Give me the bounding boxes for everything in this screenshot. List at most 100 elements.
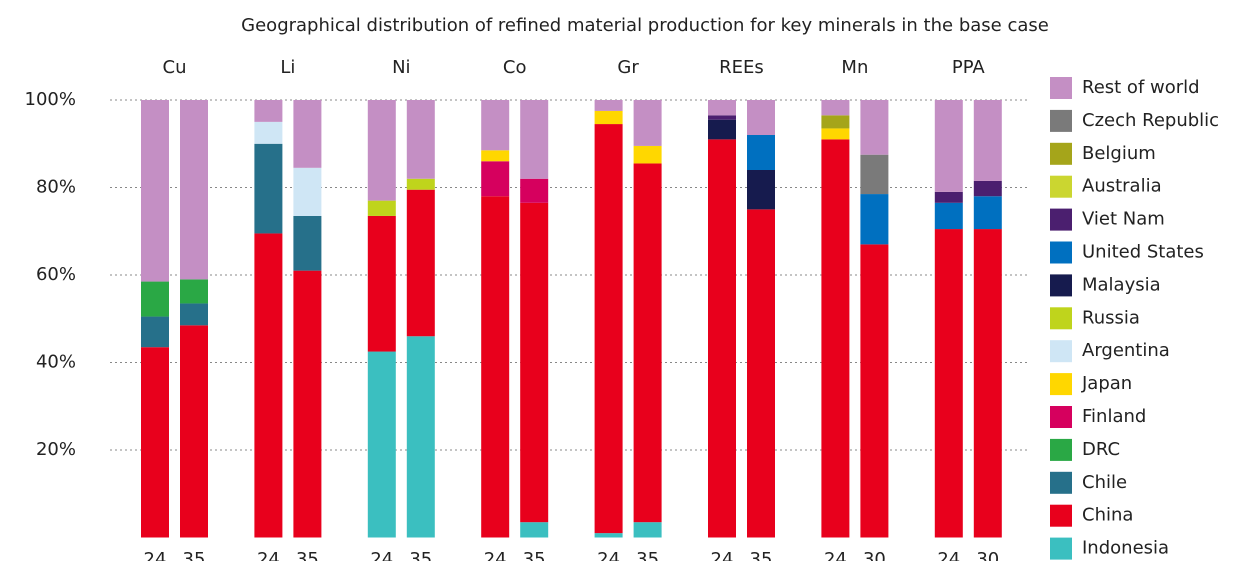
bar-segment: [821, 139, 850, 538]
x-tick-label: 24: [711, 549, 734, 561]
bar-segment: [180, 303, 208, 326]
group-label: Ni: [392, 57, 410, 78]
bar-segment: [367, 100, 396, 201]
bar-segment: [180, 100, 208, 280]
bar-segment: [934, 229, 963, 538]
x-tick-label: 24: [824, 549, 847, 561]
x-tick-label: 24: [597, 549, 620, 561]
bar-segment: [520, 178, 549, 203]
bar-segment: [633, 100, 662, 146]
bar-segment: [141, 100, 169, 282]
chart-title: Geographical distribution of refined mat…: [241, 15, 1049, 36]
legend-label: Chile: [1082, 472, 1127, 493]
bar-segment: [860, 100, 889, 155]
x-tick-label: 35: [750, 549, 773, 561]
bar-segment: [633, 145, 662, 164]
legend-swatch: [1050, 537, 1072, 560]
x-tick-label: 24: [370, 549, 393, 561]
bar-segment: [633, 522, 662, 538]
bar-segment: [633, 163, 662, 523]
x-tick-label: 35: [183, 549, 206, 561]
bar-segment: [481, 150, 510, 162]
bar-segment: [406, 189, 435, 337]
x-tick-label: 35: [523, 549, 546, 561]
legend-label: Rest of world: [1082, 77, 1200, 98]
bar-segment: [708, 115, 736, 120]
x-tick-label: 24: [144, 549, 167, 561]
bar-segment: [293, 167, 322, 216]
bar-segment: [821, 100, 850, 116]
bar-segment: [481, 161, 510, 197]
bar-segment: [973, 100, 1002, 181]
x-tick-label: 24: [484, 549, 507, 561]
bar-segment: [293, 270, 322, 538]
legend-label: Belgium: [1082, 143, 1156, 164]
bar-segment: [747, 170, 775, 210]
x-tick-label: 30: [863, 549, 886, 561]
bar-segment: [481, 196, 510, 538]
bar-segment: [367, 351, 396, 538]
legend-swatch: [1050, 373, 1072, 396]
bar-segment: [254, 143, 283, 234]
legend-swatch: [1050, 274, 1072, 297]
bar-segment: [180, 325, 208, 538]
y-tick-label: 20%: [36, 439, 76, 460]
legend-swatch: [1050, 142, 1072, 165]
bar-segment: [594, 124, 623, 534]
legend-swatch: [1050, 340, 1072, 363]
y-tick-label: 40%: [36, 352, 76, 373]
bar-segment: [406, 100, 435, 179]
bar-segment: [708, 100, 736, 116]
bar-segment: [141, 281, 169, 317]
bar-segment: [254, 233, 283, 538]
legend-swatch: [1050, 241, 1072, 264]
bar-segment: [708, 139, 736, 538]
legend-label: Finland: [1082, 406, 1146, 427]
legend-label: China: [1082, 505, 1133, 526]
bar-segment: [860, 154, 889, 195]
bar-segment: [367, 215, 396, 352]
legend-label: Indonesia: [1082, 538, 1169, 559]
bar-segment: [406, 336, 435, 538]
bar-segment: [141, 347, 169, 538]
legend-label: United States: [1082, 242, 1204, 263]
bar-segment: [934, 202, 963, 230]
bar-segment: [708, 119, 736, 140]
legend-swatch: [1050, 307, 1072, 330]
legend-label: DRC: [1082, 439, 1120, 460]
bar-segment: [254, 100, 283, 122]
group-label: REEs: [719, 57, 764, 78]
group-label: Mn: [841, 57, 868, 78]
bar-segment: [594, 533, 623, 538]
y-tick-label: 60%: [36, 264, 76, 285]
bar-segment: [821, 115, 850, 129]
x-tick-label: 24: [257, 549, 280, 561]
x-tick-label: 24: [937, 549, 960, 561]
bar-segment: [747, 135, 775, 170]
legend-label: Australia: [1082, 176, 1162, 197]
bar-segment: [973, 196, 1002, 230]
bar-segment: [934, 191, 963, 203]
bar-segment: [860, 194, 889, 245]
bar-segment: [594, 110, 623, 125]
group-label: Co: [503, 57, 527, 78]
legend-label: Malaysia: [1082, 274, 1161, 295]
bar-segment: [141, 316, 169, 348]
x-tick-label: 35: [296, 549, 319, 561]
bar-segment: [180, 279, 208, 304]
legend-label: Argentina: [1082, 340, 1170, 361]
legend-label: Viet Nam: [1082, 209, 1165, 230]
group-label: Gr: [617, 57, 639, 78]
legend-swatch: [1050, 471, 1072, 494]
legend-swatch: [1050, 438, 1072, 461]
y-tick-label: 100%: [25, 89, 76, 110]
bar-segment: [481, 100, 510, 151]
legend-label: Czech Republic: [1082, 110, 1219, 131]
x-tick-label: 35: [636, 549, 659, 561]
legend-swatch: [1050, 504, 1072, 527]
legend-swatch: [1050, 406, 1072, 428]
y-tick-label: 80%: [36, 177, 76, 198]
legend-swatch: [1050, 208, 1072, 231]
bar-segment: [973, 229, 1002, 538]
